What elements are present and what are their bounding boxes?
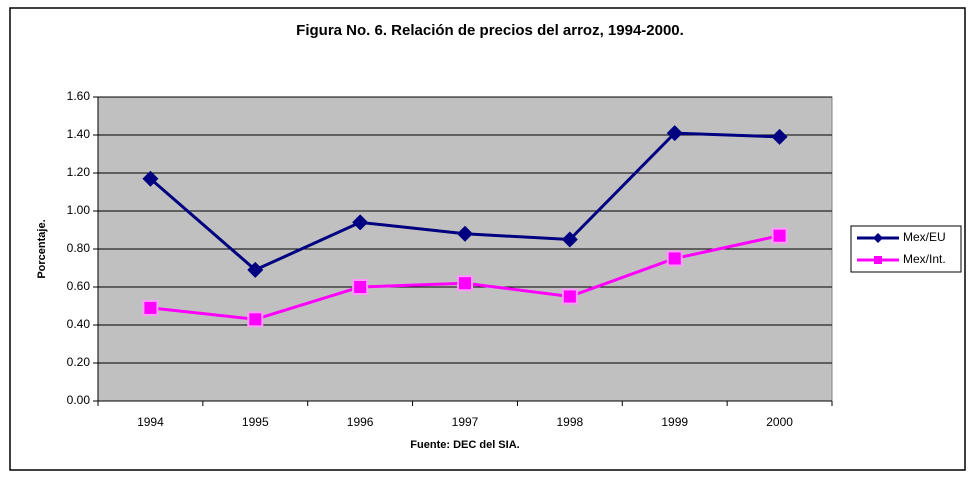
x-tick-label: 1995	[242, 415, 269, 429]
x-tick-label: 1999	[661, 415, 688, 429]
data-point	[352, 214, 369, 231]
data-point	[457, 275, 473, 292]
y-tick-label: 0.60	[67, 279, 91, 293]
data-point	[247, 261, 264, 278]
data-point	[771, 128, 788, 145]
y-axis-title: Porcentaje.	[36, 219, 48, 278]
legend-label: Mex/EU	[903, 230, 946, 244]
x-tick-label: 2000	[766, 415, 793, 429]
chart-title: Figura No. 6. Relación de precios del ar…	[296, 22, 684, 39]
data-point	[457, 225, 473, 242]
y-tick-label: 1.60	[67, 89, 91, 103]
data-point	[561, 231, 578, 248]
data-point	[561, 288, 578, 305]
data-point	[247, 311, 264, 328]
legend-label: Mex/Int.	[903, 252, 946, 266]
y-tick-label: 1.20	[67, 165, 91, 179]
y-tick-label: 1.40	[67, 127, 91, 141]
legend-marker	[873, 233, 883, 243]
x-tick-label: 1997	[452, 415, 479, 429]
y-tick-label: 0.80	[67, 241, 91, 255]
data-point	[352, 279, 369, 295]
y-tick-label: 0.40	[67, 317, 91, 331]
y-tick-label: 0.20	[67, 355, 91, 369]
legend-marker	[874, 256, 882, 264]
legend-box	[850, 225, 962, 273]
x-axis-title: Fuente: DEC del SIA.	[410, 439, 519, 451]
x-tick-label: 1998	[557, 415, 584, 429]
x-tick-label: 1996	[347, 415, 374, 429]
data-point	[666, 125, 683, 142]
y-tick-label: 1.00	[67, 203, 91, 217]
data-point	[142, 299, 159, 316]
data-point	[666, 250, 683, 267]
x-tick-label: 1994	[137, 415, 164, 429]
data-point	[771, 227, 788, 244]
y-tick-label: 0.00	[67, 393, 91, 407]
data-point	[142, 170, 159, 187]
